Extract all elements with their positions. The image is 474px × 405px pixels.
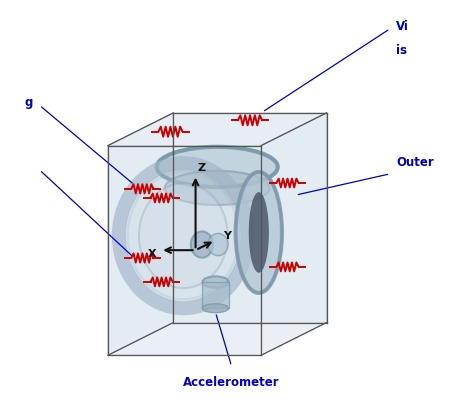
Ellipse shape (208, 234, 228, 256)
Text: Accelerometer: Accelerometer (183, 375, 280, 388)
Ellipse shape (157, 147, 278, 188)
Polygon shape (108, 146, 261, 355)
Polygon shape (202, 282, 228, 309)
Polygon shape (108, 114, 327, 146)
Text: Z: Z (198, 162, 206, 173)
Text: Y: Y (223, 231, 231, 241)
Text: Outer: Outer (396, 156, 434, 169)
Polygon shape (173, 114, 327, 323)
Ellipse shape (127, 172, 240, 301)
Ellipse shape (202, 304, 228, 313)
Text: is: is (396, 44, 407, 57)
Polygon shape (108, 114, 173, 355)
Ellipse shape (249, 193, 269, 273)
Ellipse shape (236, 173, 282, 293)
Text: X: X (148, 249, 156, 258)
Ellipse shape (165, 171, 270, 206)
Polygon shape (108, 323, 327, 355)
Polygon shape (261, 114, 327, 355)
Text: g: g (25, 96, 33, 109)
Text: Vi: Vi (396, 19, 409, 32)
Ellipse shape (139, 184, 228, 288)
Ellipse shape (191, 232, 213, 258)
Ellipse shape (202, 277, 228, 288)
